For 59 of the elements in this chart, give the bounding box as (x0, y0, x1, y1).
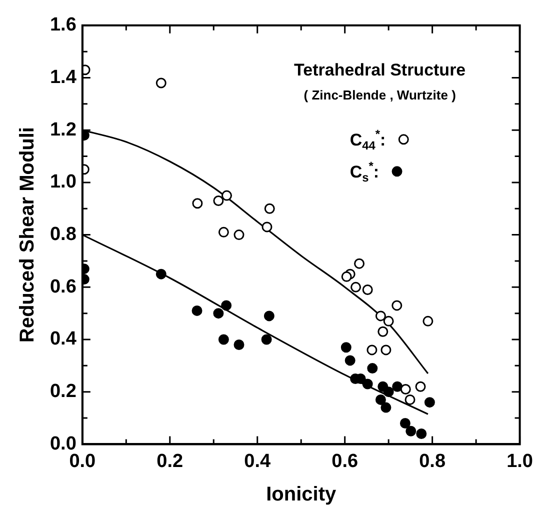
point (366, 344, 378, 356)
annotation: Tetrahedral Structure (294, 60, 466, 80)
point (350, 282, 362, 292)
point (383, 386, 394, 398)
point (192, 305, 202, 316)
x-tick-label: 0.4 (244, 450, 271, 472)
x-tick-label: 1.0 (506, 450, 534, 472)
point (264, 203, 275, 214)
x-tick-label: 0.2 (156, 450, 184, 472)
point (234, 230, 244, 240)
y-tick-label: 1.0 (50, 172, 76, 193)
point (400, 418, 410, 429)
point (192, 198, 203, 209)
point (218, 226, 229, 238)
y-axis-title: Reduced Shear Moduli (16, 127, 39, 343)
point (416, 428, 427, 439)
x-tick-label: 0.6 (332, 450, 358, 472)
point (234, 339, 244, 350)
point (378, 326, 388, 337)
point (341, 271, 352, 282)
y-tick-label: 0.4 (50, 328, 77, 350)
point (392, 381, 403, 392)
point (221, 300, 232, 311)
point (422, 316, 434, 326)
point (354, 258, 365, 269)
point (156, 78, 166, 88)
y-tick-label: 1.6 (50, 14, 76, 36)
point (424, 397, 435, 408)
point (380, 402, 392, 413)
y-tick-label: 0.6 (50, 276, 76, 298)
y-tick-label: 0.2 (50, 381, 76, 402)
point (392, 300, 402, 311)
point (344, 355, 356, 366)
point (383, 316, 394, 326)
point (340, 342, 352, 353)
point (362, 284, 373, 296)
x-tick-label: 0.8 (419, 450, 446, 472)
x-axis-title: Ionicity (266, 484, 337, 506)
point (404, 394, 416, 405)
annotation: ( Zinc-Blende , Wurtzite ) (304, 87, 456, 102)
point (261, 334, 272, 345)
point (156, 268, 166, 280)
point (222, 190, 232, 201)
point (264, 310, 274, 322)
point (367, 363, 378, 374)
y-tick-label: 1.2 (50, 119, 76, 140)
point (375, 310, 386, 322)
point (213, 308, 224, 319)
point (375, 394, 386, 405)
y-tick-label: 0.8 (50, 224, 76, 246)
point (380, 344, 392, 356)
point (400, 384, 411, 394)
point (218, 334, 229, 345)
point (415, 381, 426, 392)
point (213, 196, 224, 206)
point (406, 426, 416, 436)
point (262, 222, 272, 232)
point (362, 378, 373, 390)
y-tick-label: 1.4 (50, 66, 77, 88)
